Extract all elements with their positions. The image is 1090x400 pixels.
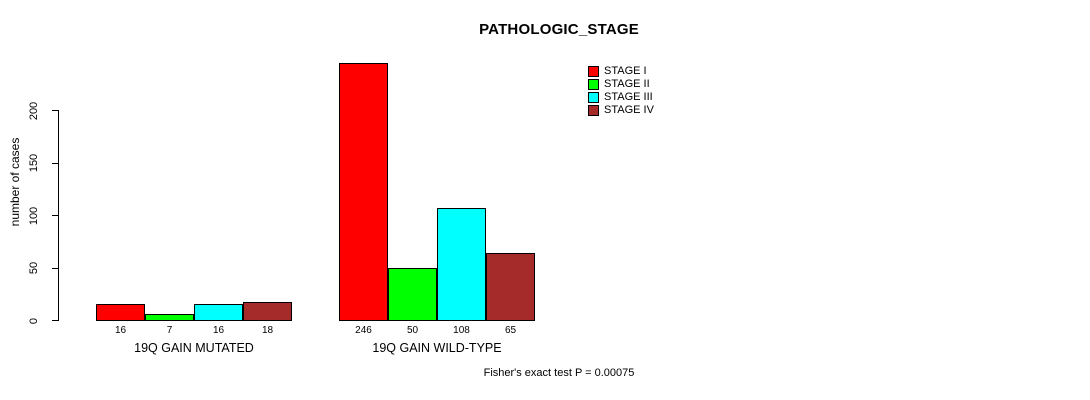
bar bbox=[388, 268, 437, 321]
legend-entry: STAGE II bbox=[588, 79, 654, 90]
legend-swatch bbox=[588, 92, 599, 103]
bar-value-label: 7 bbox=[166, 325, 173, 336]
legend-label: STAGE I bbox=[604, 65, 647, 77]
y-tick-label: 100 bbox=[28, 206, 40, 225]
y-tick-label: 50 bbox=[28, 261, 40, 275]
x-group-label: 19Q GAIN WILD-TYPE bbox=[372, 341, 502, 355]
y-tick bbox=[52, 320, 58, 321]
bar bbox=[339, 63, 388, 321]
legend-entry: STAGE IV bbox=[588, 105, 654, 116]
y-tick bbox=[52, 110, 58, 111]
bar-value-label: 246 bbox=[355, 325, 372, 336]
y-axis-line bbox=[58, 110, 59, 321]
y-tick bbox=[52, 162, 58, 164]
bar-value-label: 65 bbox=[504, 325, 517, 336]
y-tick-label: 200 bbox=[28, 101, 40, 120]
bar-value-label: 108 bbox=[453, 325, 470, 336]
chart-title: PATHOLOGIC_STAGE bbox=[479, 21, 639, 38]
bar-value-label: 50 bbox=[406, 325, 419, 336]
legend-entry: STAGE I bbox=[588, 66, 654, 77]
legend-label: STAGE II bbox=[604, 78, 650, 90]
bar-value-label: 16 bbox=[212, 325, 225, 336]
legend-swatch bbox=[588, 66, 599, 77]
y-tick-label: 0 bbox=[28, 317, 40, 324]
legend-label: STAGE IV bbox=[604, 104, 654, 116]
legend-swatch bbox=[588, 105, 599, 116]
x-group-label: 19Q GAIN MUTATED bbox=[134, 341, 254, 355]
bar-value-label: 16 bbox=[114, 325, 127, 336]
bar bbox=[437, 208, 486, 321]
bar bbox=[96, 304, 145, 321]
y-tick bbox=[52, 215, 58, 216]
legend-label: STAGE III bbox=[604, 91, 653, 103]
bar bbox=[145, 314, 194, 321]
bar bbox=[486, 253, 535, 321]
pvalue-footnote: Fisher's exact test P = 0.00075 bbox=[483, 367, 635, 379]
legend: STAGE I STAGE II STAGE III STAGE IV bbox=[588, 66, 654, 118]
y-tick-label: 150 bbox=[28, 153, 40, 173]
y-axis-label: number of cases bbox=[8, 137, 22, 227]
legend-entry: STAGE III bbox=[588, 92, 654, 103]
bar-value-label: 18 bbox=[261, 325, 274, 336]
legend-swatch bbox=[588, 79, 599, 90]
bar bbox=[243, 302, 292, 321]
y-tick bbox=[52, 267, 58, 269]
bar bbox=[194, 304, 243, 321]
